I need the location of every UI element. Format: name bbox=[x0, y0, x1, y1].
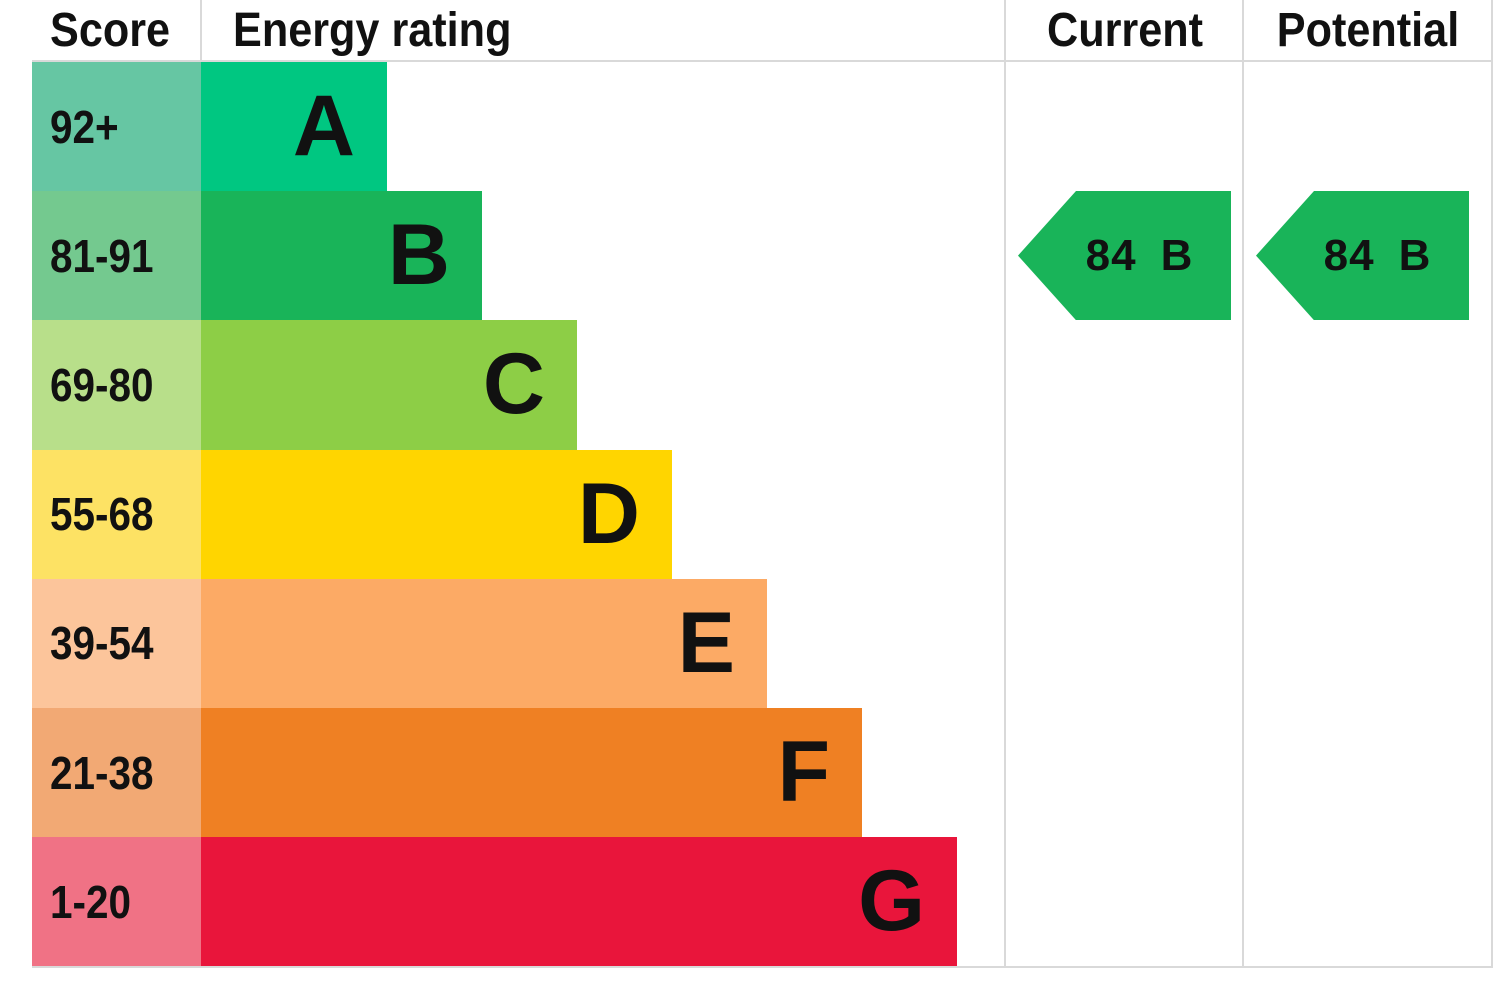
band-f: F bbox=[201, 708, 862, 838]
band-e: E bbox=[201, 578, 767, 708]
potential-arrow-polygon bbox=[1256, 191, 1469, 321]
potential-score: 84 bbox=[1323, 230, 1375, 280]
score-range-c: 69-80 bbox=[32, 320, 201, 450]
divider-current-potential bbox=[1242, 0, 1244, 968]
band-c: C bbox=[201, 320, 577, 450]
divider-score-rating bbox=[200, 0, 202, 62]
potential-rating-label: 84 B bbox=[1286, 191, 1469, 320]
band-g: G bbox=[201, 837, 957, 967]
current-arrow-shape bbox=[1018, 191, 1231, 321]
score-header: Score bbox=[50, 4, 171, 57]
potential-header: Potential bbox=[1276, 4, 1460, 57]
energy-rating-header: Energy rating bbox=[233, 4, 512, 57]
current-indicator: 84 B bbox=[1018, 191, 1231, 321]
header-rule bbox=[32, 60, 1493, 62]
score-range-a: 92+ bbox=[32, 62, 201, 192]
current-arrow-polygon bbox=[1018, 191, 1231, 321]
current-rating-label: 84 B bbox=[1048, 191, 1231, 320]
band-d: D bbox=[201, 449, 672, 579]
potential-arrow-shape bbox=[1256, 191, 1469, 321]
divider-right-edge bbox=[1491, 0, 1493, 968]
score-range-g: 1-20 bbox=[32, 837, 201, 967]
score-range-f: 21-38 bbox=[32, 708, 201, 838]
band-a: A bbox=[201, 62, 387, 192]
bottom-rule bbox=[32, 966, 1493, 968]
score-range-b: 81-91 bbox=[32, 191, 201, 321]
score-range-label-c: 69-80 bbox=[50, 358, 154, 411]
score-range-label-d: 55-68 bbox=[50, 488, 154, 541]
current-letter: B bbox=[1160, 230, 1194, 280]
score-range-label-b: 81-91 bbox=[50, 229, 154, 282]
current-header: Current bbox=[1046, 4, 1204, 57]
score-range-e: 39-54 bbox=[32, 578, 201, 708]
current-score: 84 bbox=[1085, 230, 1137, 280]
band-b: B bbox=[201, 191, 482, 321]
score-range-label-a: 92+ bbox=[50, 100, 119, 153]
potential-letter: B bbox=[1398, 230, 1432, 280]
divider-rating-current bbox=[1004, 0, 1006, 968]
score-range-label-f: 21-38 bbox=[50, 746, 154, 799]
score-range-label-e: 39-54 bbox=[50, 617, 154, 670]
score-range-label-g: 1-20 bbox=[50, 875, 132, 928]
score-range-d: 55-68 bbox=[32, 449, 201, 579]
potential-indicator: 84 B bbox=[1256, 191, 1469, 321]
